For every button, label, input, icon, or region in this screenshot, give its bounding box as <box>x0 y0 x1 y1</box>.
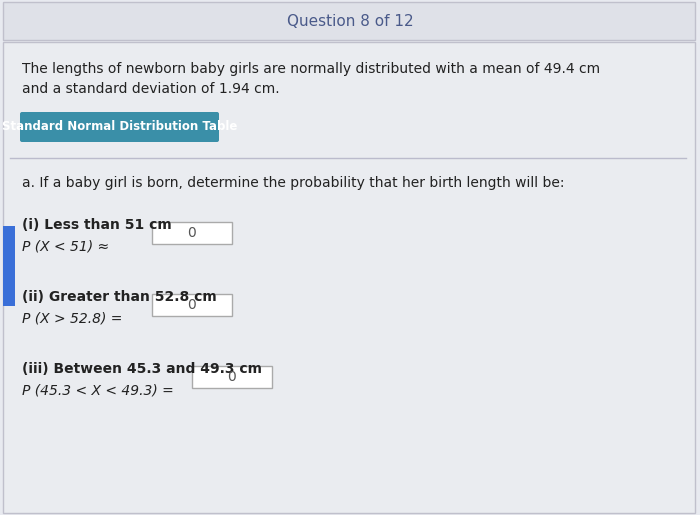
Text: (ii) Greater than 52.8 cm: (ii) Greater than 52.8 cm <box>22 290 217 304</box>
Text: 0: 0 <box>228 370 237 384</box>
Bar <box>192 366 272 388</box>
Text: (iii) Between 45.3 and 49.3 cm: (iii) Between 45.3 and 49.3 cm <box>22 362 262 376</box>
Bar <box>3 226 15 306</box>
Text: and a standard deviation of 1.94 cm.: and a standard deviation of 1.94 cm. <box>22 82 279 96</box>
Text: P (45.3 < X < 49.3) =: P (45.3 < X < 49.3) = <box>22 384 174 398</box>
Text: (i) Less than 51 cm: (i) Less than 51 cm <box>22 218 171 232</box>
Text: P (X > 52.8) =: P (X > 52.8) = <box>22 312 122 326</box>
Bar <box>152 294 232 316</box>
Text: a. If a baby girl is born, determine the probability that her birth length will : a. If a baby girl is born, determine the… <box>22 176 564 190</box>
Bar <box>3 2 695 40</box>
Text: The lengths of newborn baby girls are normally distributed with a mean of 49.4 c: The lengths of newborn baby girls are no… <box>22 62 600 76</box>
Text: Standard Normal Distribution Table: Standard Normal Distribution Table <box>2 121 237 133</box>
Text: Question 8 of 12: Question 8 of 12 <box>287 13 413 28</box>
Text: 0: 0 <box>188 298 197 312</box>
FancyBboxPatch shape <box>20 112 219 142</box>
Text: P (X < 51) ≈: P (X < 51) ≈ <box>22 240 109 254</box>
Text: 0: 0 <box>188 226 197 240</box>
Bar <box>152 222 232 244</box>
